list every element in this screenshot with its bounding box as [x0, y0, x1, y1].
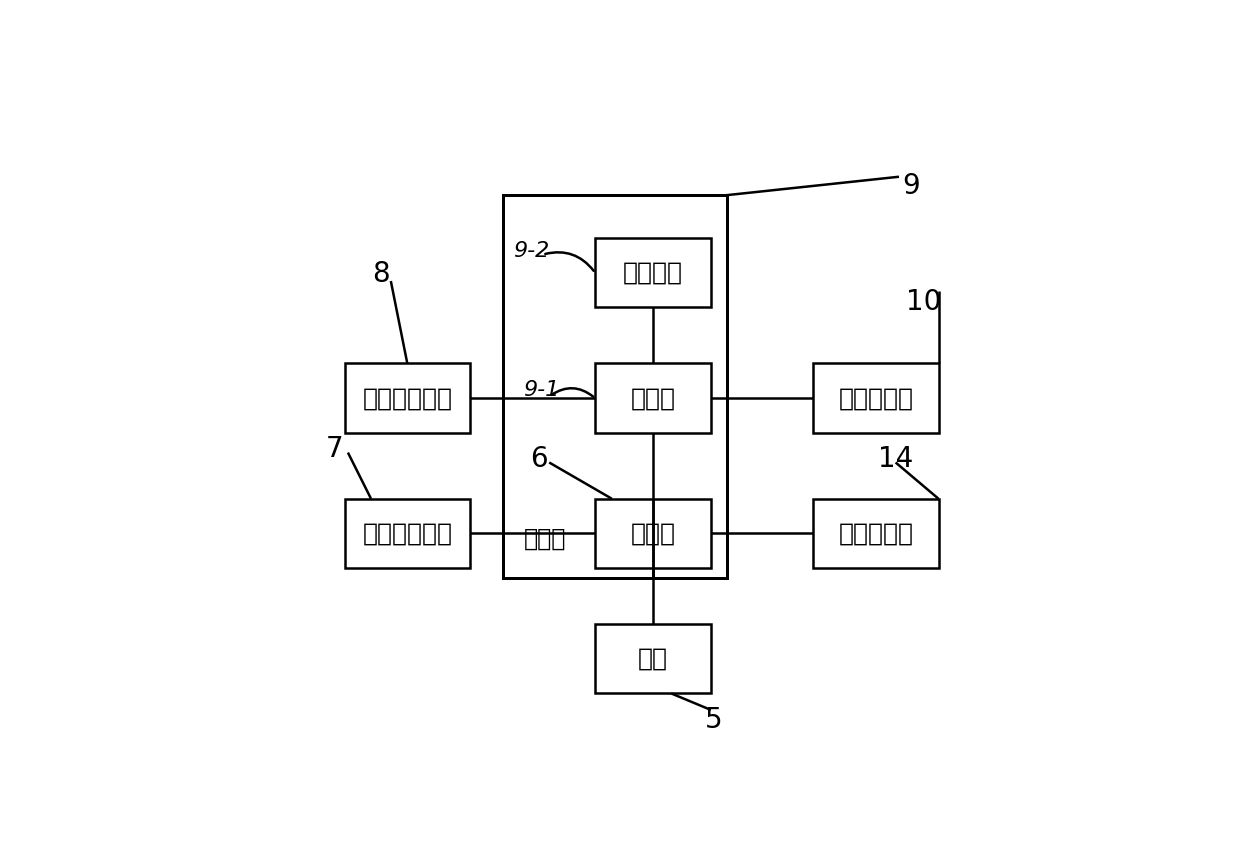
Bar [813, 363, 938, 433]
Bar [596, 499, 711, 568]
Bar [596, 238, 711, 308]
Bar [813, 499, 938, 568]
Text: 8: 8 [372, 261, 390, 289]
Text: 9: 9 [902, 172, 921, 201]
Text: 7: 7 [326, 435, 343, 464]
Text: 10: 10 [907, 288, 942, 315]
Text: 调速器: 调速器 [631, 521, 675, 545]
Bar [596, 363, 711, 433]
Text: 9-2: 9-2 [513, 242, 549, 261]
Bar [503, 195, 727, 578]
Text: 存储模块: 存储模块 [623, 261, 683, 285]
Text: 第二电源开关: 第二电源开关 [362, 387, 452, 411]
Text: 电机: 电机 [638, 647, 668, 671]
Text: 9-1: 9-1 [523, 380, 559, 400]
Text: 控制器: 控制器 [524, 527, 566, 551]
Text: 6: 6 [530, 445, 548, 473]
Bar [344, 499, 470, 568]
Bar [596, 624, 711, 693]
Text: 标签打印机: 标签打印机 [839, 521, 913, 545]
Text: 单片机: 单片机 [631, 387, 675, 411]
Text: 触控显示屏: 触控显示屏 [839, 387, 913, 411]
Text: 5: 5 [705, 706, 724, 734]
Text: 第一电源开关: 第一电源开关 [362, 521, 452, 545]
Text: 14: 14 [878, 445, 913, 473]
Bar [344, 363, 470, 433]
